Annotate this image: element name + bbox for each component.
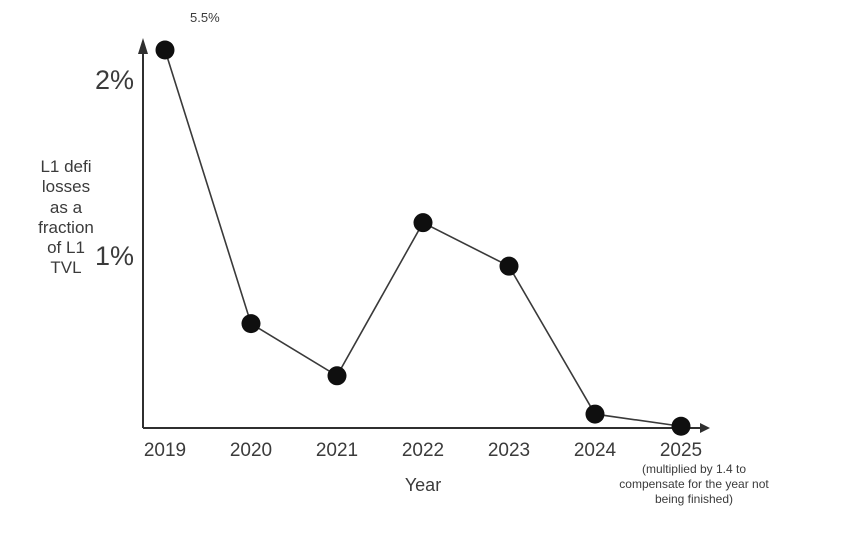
x-axis-label: Year — [404, 475, 442, 495]
x-tick-2023: 2023 — [487, 440, 531, 461]
x-tick-2025: 2025 — [659, 440, 703, 461]
y-axis-label: L1 defi losses as a fraction of L1 TVL — [38, 157, 94, 278]
x-tick-2024: 2024 — [573, 440, 617, 461]
x2025-footnote: (multiplied by 1.4 to compensate for the… — [619, 462, 769, 506]
x-tick-2020: 2020 — [229, 440, 273, 461]
x-tick-2019: 2019 — [143, 440, 187, 461]
y-tick-1pct: 1% — [94, 241, 134, 271]
y-tick-2pct: 2% — [94, 65, 134, 95]
x-tick-2022: 2022 — [401, 440, 445, 461]
peak-value-annotation: 5.5% — [190, 10, 220, 25]
x-tick-2021: 2021 — [315, 440, 359, 461]
